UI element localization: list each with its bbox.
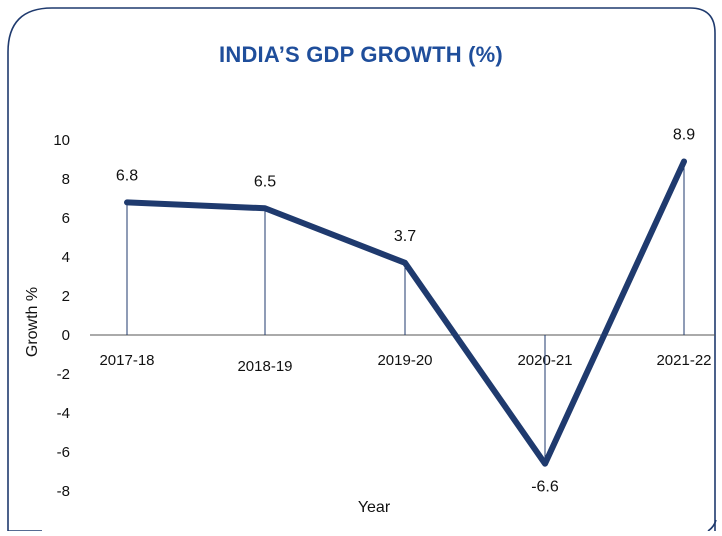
x-axis-label: Year	[358, 499, 391, 516]
y-tick-label: -2	[57, 366, 70, 383]
y-tick-label: -8	[57, 483, 70, 500]
chart-title: INDIA’S GDP GROWTH (%)	[219, 42, 503, 67]
series-line	[124, 158, 687, 467]
x-tick-label: 2021-22	[656, 352, 711, 369]
data-label: -6.6	[531, 479, 559, 496]
y-axis-label: Growth %	[24, 287, 41, 357]
x-tick-label: 2017-18	[99, 352, 154, 369]
y-tick-label: -6	[57, 444, 70, 461]
y-tick-label: 0	[62, 327, 70, 344]
y-tick-label: 8	[62, 171, 70, 188]
gdp-series	[124, 158, 687, 467]
data-label: 3.7	[394, 228, 416, 245]
x-tick-label: 2018-19	[237, 358, 292, 375]
data-labels: 6.8 6.5 3.7 -6.6 8.9	[116, 126, 695, 495]
y-tick-label: 4	[62, 249, 70, 266]
drop-lines	[126, 161, 685, 464]
x-axis-ticks: 2017-18 2018-19 2019-20 2020-21 2021-22	[99, 352, 711, 375]
y-tick-label: -4	[57, 405, 70, 422]
y-tick-label: 6	[62, 210, 70, 227]
data-label: 8.9	[673, 126, 695, 143]
y-tick-label: 10	[53, 132, 70, 149]
x-tick-label: 2019-20	[377, 352, 432, 369]
data-label: 6.8	[116, 167, 138, 184]
data-label: 6.5	[254, 173, 276, 190]
y-axis-ticks: 10 8 6 4 2 0 -2 -4 -6 -8	[53, 132, 70, 500]
y-tick-label: 2	[62, 288, 70, 305]
